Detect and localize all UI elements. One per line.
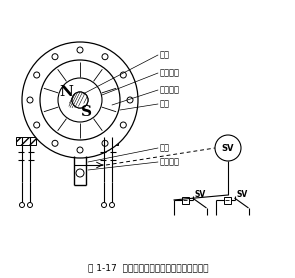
Bar	[181, 197, 189, 203]
Circle shape	[127, 97, 133, 103]
Text: SV: SV	[195, 190, 206, 198]
Circle shape	[72, 92, 88, 108]
Circle shape	[120, 122, 126, 128]
Circle shape	[27, 202, 32, 207]
Text: 转轴: 转轴	[160, 51, 170, 59]
Circle shape	[27, 97, 33, 103]
Circle shape	[58, 78, 102, 122]
Bar	[16, 137, 36, 145]
Text: 永久磁铁: 永久磁铁	[160, 68, 180, 78]
Text: SV: SV	[237, 190, 248, 198]
Circle shape	[77, 47, 83, 53]
Circle shape	[76, 169, 84, 177]
Text: 定子: 定子	[160, 100, 170, 108]
Circle shape	[102, 54, 108, 60]
Circle shape	[52, 54, 58, 60]
Text: N: N	[59, 85, 73, 99]
Circle shape	[120, 72, 126, 78]
Bar	[98, 137, 118, 145]
Circle shape	[102, 140, 108, 146]
Circle shape	[101, 202, 106, 207]
Circle shape	[109, 202, 114, 207]
Circle shape	[19, 202, 24, 207]
Text: S: S	[81, 105, 91, 119]
Text: 摆锤: 摆锤	[160, 143, 170, 153]
Circle shape	[34, 72, 40, 78]
Circle shape	[22, 42, 138, 158]
Circle shape	[77, 147, 83, 153]
Circle shape	[52, 140, 58, 146]
Bar	[224, 197, 230, 203]
Text: 簧片触点: 簧片触点	[160, 158, 180, 167]
Text: 图 1-17  速度继电器的原理示意图及图形符号: 图 1-17 速度继电器的原理示意图及图形符号	[88, 264, 208, 272]
Circle shape	[34, 122, 40, 128]
Text: SV: SV	[222, 143, 234, 153]
Circle shape	[72, 92, 88, 108]
Circle shape	[215, 135, 241, 161]
Text: 鼠笼绕组: 鼠笼绕组	[160, 86, 180, 95]
Circle shape	[40, 60, 120, 140]
